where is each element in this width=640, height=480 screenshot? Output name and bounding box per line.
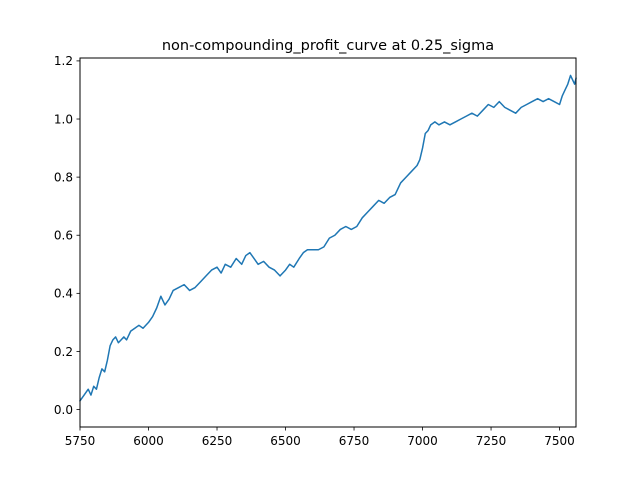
- y-axis: 0.0 0.2 0.4 0.6 0.8 1.0 1.2: [54, 54, 80, 417]
- plot-area: [78, 74, 577, 402]
- chart-title: non-compounding_profit_curve at 0.25_sig…: [162, 38, 494, 54]
- y-tick-label: 0.0: [54, 403, 73, 417]
- x-tick-label: 6250: [202, 434, 233, 448]
- y-tick-label: 0.4: [54, 287, 73, 301]
- x-tick-label: 6500: [270, 434, 301, 448]
- series-line-0: [78, 74, 577, 402]
- y-tick-label: 0.8: [54, 170, 73, 184]
- y-tick-label: 0.6: [54, 229, 73, 243]
- x-tick-label: 6000: [133, 434, 164, 448]
- x-tick-label: 7250: [476, 434, 507, 448]
- x-tick-label: 7000: [407, 434, 438, 448]
- plot-frame: [79, 57, 577, 428]
- y-tick-label: 1.0: [54, 112, 73, 126]
- x-tick-label: 7500: [544, 434, 575, 448]
- y-tick-label: 1.2: [54, 54, 73, 68]
- x-tick-label: 6750: [339, 434, 370, 448]
- x-tick-label: 5750: [65, 434, 96, 448]
- x-axis: 5750 6000 6250 6500 6750 7000 7250 7500: [65, 427, 575, 448]
- y-tick-label: 0.2: [54, 345, 73, 359]
